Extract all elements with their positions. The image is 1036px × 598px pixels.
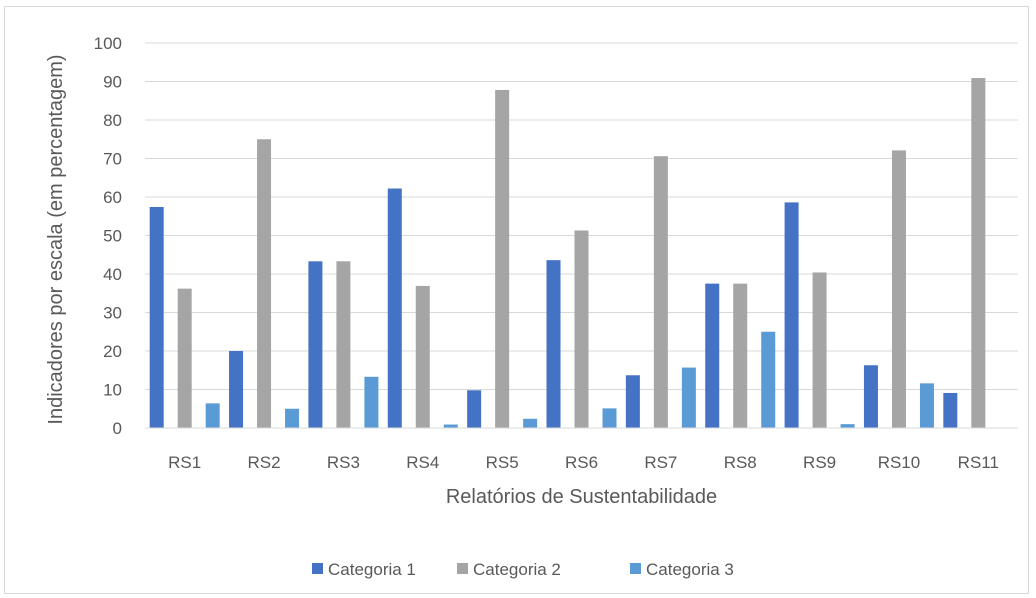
bar-categoria-1-rs2 (229, 351, 244, 428)
bar-categoria-2-rs2 (257, 139, 272, 428)
bar-categoria-3-rs10 (919, 383, 934, 428)
bar-categoria-3-rs4 (443, 424, 458, 428)
y-tick-label: 40 (103, 265, 122, 284)
chart-frame (4, 6, 1029, 594)
legend: Categoria 1 Categoria 2 Categoria 3 (312, 560, 734, 579)
bar-categoria-2-rs11 (971, 78, 986, 428)
bar-categoria-3-rs2 (285, 408, 300, 428)
x-tick-label: RS5 (486, 453, 519, 472)
y-tick-label: 80 (103, 111, 122, 130)
x-tick-label: RS6 (565, 453, 598, 472)
x-tick-label: RS11 (958, 453, 999, 472)
bar-categoria-2-rs9 (812, 272, 827, 428)
y-tick-label: 90 (103, 73, 122, 92)
bar-categoria-1-rs9 (784, 202, 799, 428)
y-tick-label: 30 (103, 304, 122, 323)
y-tick-label: 10 (103, 381, 122, 400)
bar-categoria-3-rs8 (761, 331, 776, 428)
y-axis-ticks: 0 10 20 30 40 50 60 70 80 90 100 (94, 34, 122, 438)
x-tick-label: RS9 (803, 453, 836, 472)
x-axis-ticks: RS1 RS2 RS3 RS4 RS5 RS6 RS7 RS8 RS9 RS10 RS11 (168, 453, 999, 472)
bar-categoria-1-rs10 (863, 365, 878, 428)
legend-label: Categoria 3 (646, 560, 734, 579)
y-tick-label: 20 (103, 342, 122, 361)
bar-categoria-1-rs4 (387, 188, 402, 428)
y-tick-label: 50 (103, 227, 122, 246)
bar-categoria-2-rs1 (177, 288, 192, 428)
x-tick-label: RS1 (168, 453, 201, 472)
y-tick-label: 100 (94, 34, 122, 53)
legend-item: Categoria 1 (312, 560, 416, 579)
x-tick-label: RS2 (248, 453, 281, 472)
x-tick-label: RS7 (644, 453, 677, 472)
bar-categoria-3-rs1 (205, 403, 220, 428)
x-tick-label: RS3 (327, 453, 360, 472)
bar-categoria-2-rs3 (336, 261, 351, 428)
legend-swatch (457, 563, 468, 574)
legend-swatch (630, 563, 641, 574)
bar-categoria-1-rs11 (943, 392, 958, 428)
bar-categoria-2-rs6 (574, 230, 589, 428)
bar-categoria-1-rs3 (308, 261, 323, 428)
y-tick-label: 60 (103, 188, 122, 207)
bar-categoria-2-rs5 (495, 89, 510, 428)
bars (149, 78, 986, 429)
bar-categoria-3-rs5 (523, 418, 538, 428)
legend-label: Categoria 1 (328, 560, 416, 579)
legend-label: Categoria 2 (473, 560, 561, 579)
bar-categoria-3-rs6 (602, 408, 617, 428)
legend-swatch (312, 563, 323, 574)
x-tick-label: RS8 (724, 453, 757, 472)
y-axis-title: Indicadores por escala (em percentagem) (45, 54, 67, 424)
bar-categoria-3-rs9 (840, 424, 855, 428)
legend-item: Categoria 2 (457, 560, 561, 579)
x-axis-title: Relatórios de Sustentabilidade (446, 486, 717, 508)
x-tick-label: RS10 (878, 453, 921, 472)
bar-categoria-1-rs6 (546, 260, 561, 428)
bar-categoria-1-rs7 (625, 375, 640, 428)
legend-item: Categoria 3 (630, 560, 734, 579)
bar-categoria-2-rs8 (733, 283, 748, 428)
bar-categoria-1-rs1 (149, 207, 164, 428)
y-tick-label: 70 (103, 150, 122, 169)
x-tick-label: RS4 (406, 453, 439, 472)
bar-categoria-2-rs4 (415, 285, 430, 428)
bar-categoria-2-rs10 (891, 150, 906, 429)
bar-categoria-1-rs8 (705, 283, 720, 428)
bar-categoria-3-rs7 (681, 367, 696, 428)
bar-categoria-3-rs3 (364, 376, 379, 428)
y-tick-label: 0 (113, 419, 122, 438)
bar-categoria-1-rs5 (467, 390, 482, 428)
bar-categoria-2-rs7 (653, 156, 668, 428)
